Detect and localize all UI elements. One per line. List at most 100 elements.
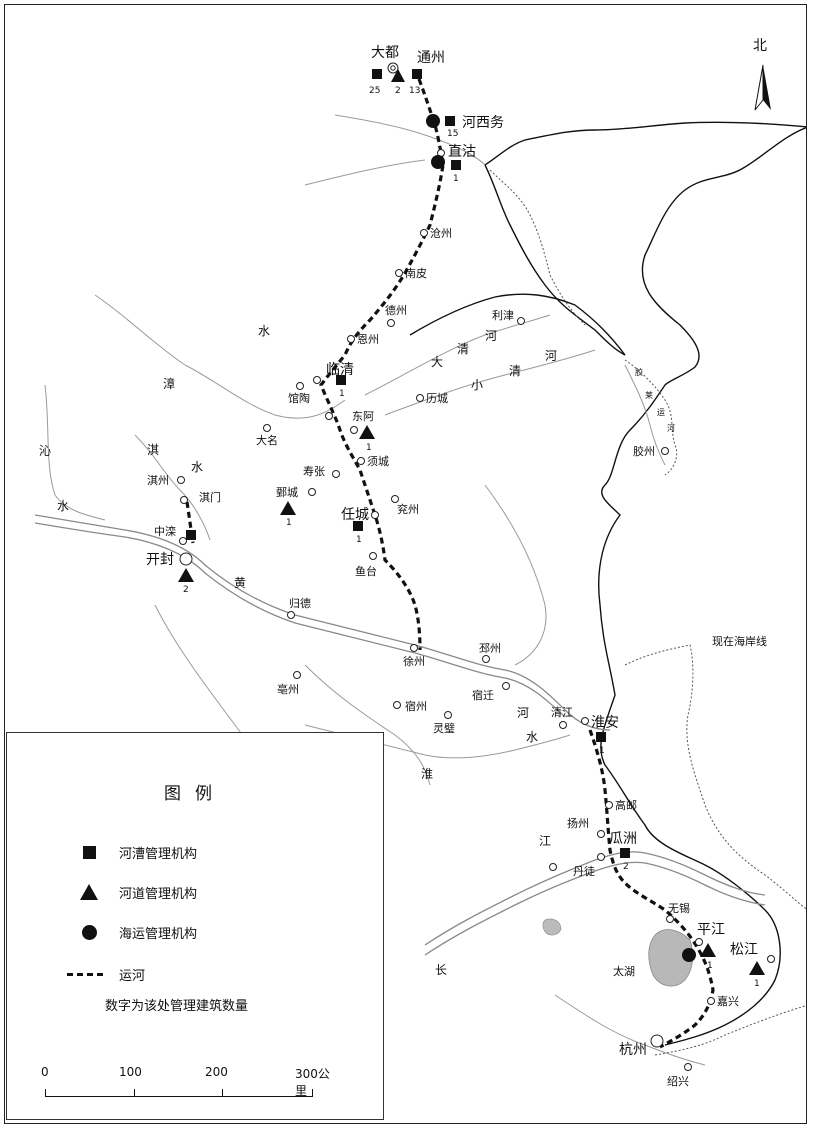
legend-title: 图例	[164, 784, 226, 804]
scale-tick-0: 0	[41, 1065, 49, 1079]
label-qi-2: 水	[191, 460, 203, 474]
count-hexiwu: 15	[447, 129, 458, 139]
city-marker-guide	[287, 611, 295, 619]
label-zhang-2: 水	[258, 324, 270, 338]
legend-item-label: 河漕管理机构	[119, 846, 198, 862]
city-marker-yutai	[369, 552, 377, 560]
modern-coastline-shandong	[624, 359, 678, 476]
dashed-line-icon	[67, 972, 103, 976]
city-labels: 大都 通州 河西务 直沽 沧州 南皮 德州 恩州 利津 临清 馆陶 大名 东阿 …	[146, 45, 758, 1088]
city-marker-yangzhou	[597, 830, 605, 838]
label-qimen: 淇门	[199, 490, 221, 504]
city-marker-yanzhou	[391, 495, 399, 503]
label-xiaoqing-1: 小	[471, 378, 483, 392]
label-dezhou: 德州	[385, 303, 407, 317]
city-marker-juancheng	[308, 488, 316, 496]
city-marker-linqing-c	[313, 376, 321, 384]
city-marker-qimen	[180, 496, 188, 504]
label-pizhou: 邳州	[479, 642, 501, 655]
label-xucheng: 须城	[367, 455, 389, 468]
label-daqing-1: 大	[431, 355, 443, 369]
label-guazhou: 瓜洲	[609, 831, 637, 847]
label-jiaolai-4: 河	[667, 423, 675, 433]
label-changjiang-2: 江	[539, 834, 551, 848]
city-marker-mid	[325, 412, 333, 420]
city-marker-gaoyou	[605, 801, 613, 809]
city-marker-shaoxing	[684, 1063, 692, 1071]
label-dadu: 大都	[371, 45, 399, 61]
city-marker-lingbi	[444, 711, 452, 719]
legend: 图例 河漕管理机构 河道管理机构 海运管理机构 运河 数字为该处管理建筑数量 0…	[6, 732, 384, 1120]
river-triangle-dadu	[391, 69, 405, 82]
city-marker-jiaozhou	[661, 447, 669, 455]
caoyun-square-tongzhou	[412, 69, 422, 79]
label-huang-3: 水	[526, 730, 538, 744]
label-jiaolai-3: 运	[657, 408, 665, 417]
label-daqing-2: 清	[457, 342, 469, 356]
scale-tick-300: 300公里	[295, 1067, 330, 1098]
city-marker-shouzhang	[332, 470, 340, 478]
map-canvas: 北	[34, 38, 806, 1088]
square-icon	[82, 845, 96, 859]
yellow-river	[34, 514, 611, 731]
caoyun-square-guazhou	[620, 848, 630, 858]
small-lake	[542, 918, 562, 936]
grand-canal	[319, 78, 445, 651]
city-marker-guantao	[296, 382, 304, 390]
city-marker-daming	[263, 424, 271, 432]
label-huang-1: 黄	[234, 576, 246, 590]
count-rencheng: 1	[356, 535, 362, 545]
river-labels: 漳 水 沁 水 淇 水 大 清 河 小 清 河 黄 河 水 淮 长 江 胶 莱 …	[39, 324, 767, 978]
legend-note: 数字为该处管理建筑数量	[105, 999, 249, 1014]
city-marker-xucheng	[357, 457, 365, 465]
label-dantu: 丹徒	[573, 864, 595, 878]
river-triangle-pingjiang	[700, 943, 716, 957]
city-marker-wuxi	[666, 915, 674, 923]
triangle-icon	[80, 884, 98, 900]
label-pingjiang: 平江	[697, 922, 725, 938]
legend-item-label: 海运管理机构	[119, 926, 198, 942]
xiaoqing-river	[384, 349, 596, 416]
yangtze-river-bank	[424, 861, 766, 956]
city-marker-nanpi	[395, 269, 403, 277]
label-yangzhou: 扬州	[567, 816, 589, 830]
label-hexiwu: 河西务	[462, 115, 504, 131]
south-river	[554, 994, 706, 1066]
city-marker-suzhou	[393, 701, 401, 709]
label-bozhou: 亳州	[277, 682, 299, 696]
label-yutai: 鱼台	[355, 564, 377, 578]
caoyun-square-zhongluan	[186, 530, 196, 540]
count-songjiang: 1	[754, 979, 760, 989]
city-marker-kaifeng	[179, 552, 193, 566]
count-guazhou: 2	[623, 862, 629, 872]
label-lijin: 利津	[492, 309, 514, 322]
river-triangle-kaifeng	[178, 568, 194, 582]
legend-item-caoyun: 河漕管理机构	[75, 841, 197, 863]
label-yanzhou: 兖州	[397, 502, 419, 516]
label-tongzhou: 通州	[417, 50, 445, 66]
label-zhigu: 直沽	[448, 143, 476, 160]
city-marker-dadu-inner	[390, 65, 396, 71]
river-triangle-songjiang	[749, 961, 765, 975]
city-marker-bozhou	[293, 671, 301, 679]
label-jiaolai-1: 胶	[635, 367, 643, 377]
legend-item-label: 运河	[119, 968, 146, 984]
jiaolai-river	[624, 364, 666, 466]
city-marker-lijin	[517, 317, 525, 325]
label-xiaoqing-3: 河	[545, 349, 557, 363]
label-qizhou: 淇州	[147, 474, 169, 487]
label-jiaxing: 嘉兴	[717, 994, 739, 1008]
caoyun-square-rencheng	[353, 521, 363, 531]
label-xuzhou: 徐州	[403, 654, 425, 668]
north-label: 北	[753, 38, 767, 54]
bohai-coast-south	[484, 164, 626, 356]
scale-tick-100: 100	[119, 1065, 142, 1079]
label-guide: 归德	[289, 596, 311, 610]
label-qin-1: 沁	[39, 444, 51, 458]
count-huaian: 1	[599, 746, 605, 756]
modern-coastline-south	[654, 1005, 806, 1056]
label-qin-2: 水	[57, 499, 69, 513]
label-qi-1: 淇	[147, 443, 159, 457]
city-marker-pizhou	[482, 655, 490, 663]
city-marker-enzhou	[347, 335, 355, 343]
